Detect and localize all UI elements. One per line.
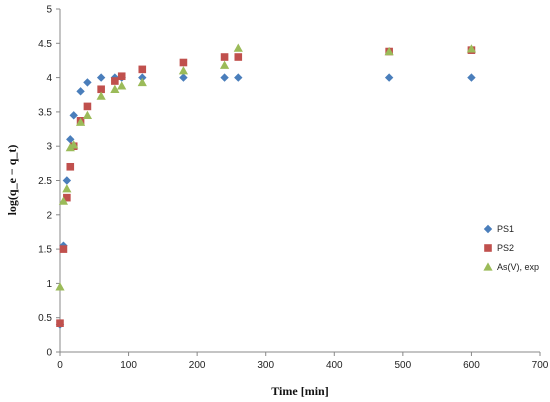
x-tick-label: 600 [463,360,480,371]
data-point [66,162,75,171]
data-point [179,58,188,67]
data-point [62,176,72,185]
data-point [62,184,72,193]
y-tick-label: 4 [46,73,52,84]
data-point [66,135,75,144]
data-point [69,140,79,149]
x-tick-label: 500 [395,360,412,371]
y-tick-label: 3 [46,142,52,153]
data-point [117,81,127,90]
data-point [384,46,394,56]
data-point [56,319,64,327]
data-point [138,73,147,82]
data-point [110,84,120,93]
x-tick-label: 700 [532,360,549,371]
legend-label: As(V), exp [497,262,539,272]
x-axis-title: Time [min] [271,384,328,398]
series-3 [55,43,477,291]
data-point [82,110,93,120]
data-point [220,73,229,82]
data-point [178,66,189,75]
data-point [220,53,229,61]
legend-label: PS2 [497,243,514,253]
data-point [219,60,230,69]
data-point [96,73,106,82]
y-tick-label: 0 [46,348,52,359]
y-tick-label: 5 [46,5,52,16]
legend-label: PS1 [497,224,514,234]
data-point [234,53,243,61]
data-point [96,91,106,100]
data-point [83,78,92,87]
y-axis-title: log(q_e − q_t) [5,145,19,216]
data-point [55,282,65,291]
data-point [97,85,105,94]
y-tick-label: 1 [46,279,52,290]
y-tick-label: 1.5 [38,245,52,256]
plot-area [59,9,540,353]
legend: PS1 PS2 As(V), exp [483,224,539,272]
data-point [59,245,68,253]
x-tick-label: 400 [326,360,343,371]
data-point [117,72,126,81]
data-point [69,111,78,120]
data-point [466,44,477,53]
y-tick-label: 2.5 [38,176,52,187]
legend-marker [483,224,493,234]
x-tick-label: 300 [257,360,274,371]
data-point [233,43,243,52]
x-tick-label: 200 [189,360,206,371]
data-point [83,102,92,111]
data-point [138,65,147,74]
data-point [63,193,71,202]
x-tick-label: 100 [120,360,137,371]
series-1 [55,73,476,329]
data-point [384,73,394,82]
legend-marker [483,262,493,271]
y-axis-ticks: 0 0.5 1 1.5 2 2.5 3 3.5 4 4.5 5 [38,5,60,359]
legend-marker [484,244,492,252]
data-point [179,73,188,82]
data-point [75,117,86,126]
x-tick-label: 0 [57,360,63,371]
y-tick-label: 4.5 [38,39,52,50]
y-tick-label: 0.5 [38,313,52,324]
data-point [111,77,119,85]
data-point [467,73,476,82]
y-tick-label: 2 [46,210,52,221]
data-point [137,77,147,87]
data-point [234,73,243,82]
data-points [55,43,477,329]
data-point [76,87,85,96]
data-point [58,196,69,205]
y-tick-label: 3.5 [38,107,52,118]
x-axis-ticks: 0 100 200 300 400 500 600 700 [57,352,549,371]
